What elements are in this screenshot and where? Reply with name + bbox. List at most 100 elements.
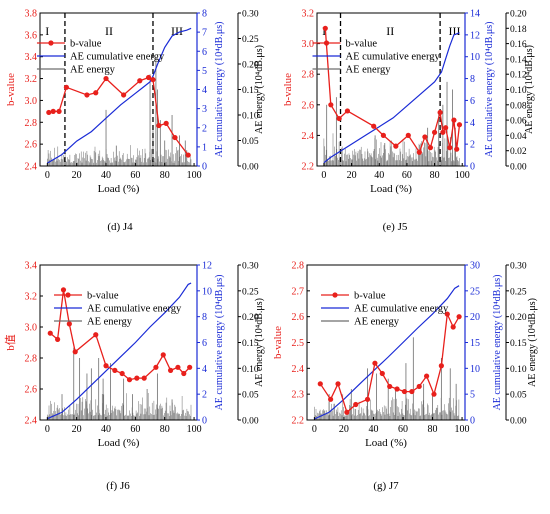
- y3-tick-label: 0.30: [242, 10, 259, 20]
- y2-tick-label: 3: [202, 104, 207, 115]
- panel-caption: (e) J5: [383, 221, 408, 233]
- y2-axis-label: AE cumulative energy (10⁴dB.μs): [484, 22, 495, 158]
- y-tick-label: 2.4: [292, 364, 305, 375]
- legend-marker-bvalue: [48, 40, 54, 46]
- y-tick-label: 3.2: [25, 74, 38, 85]
- y3-axis-label: AE energy (10⁴dB.μs): [527, 298, 538, 387]
- legend-label: AE energy: [346, 65, 392, 76]
- y-tick-label: 2.8: [292, 261, 305, 272]
- b-value-point: [93, 332, 99, 338]
- legend-label: AE energy: [70, 65, 116, 76]
- b-value-point: [447, 145, 453, 151]
- stage-label: I: [45, 24, 49, 38]
- b-value-point: [156, 122, 162, 129]
- y2-tick-label: 2: [202, 123, 207, 134]
- y-axis-label: b值: [4, 334, 17, 351]
- y3-tick-label: 0.30: [510, 262, 527, 272]
- y2-tick-label: 14: [470, 9, 480, 20]
- y2-tick-label: 2: [202, 390, 207, 401]
- b-value-point: [444, 311, 450, 317]
- y-tick-label: 2.6: [25, 385, 38, 396]
- b-value-point: [451, 117, 457, 123]
- stage-label: I: [322, 24, 326, 38]
- b-value-point: [150, 77, 156, 83]
- y-tick-label: 3.8: [25, 9, 38, 20]
- legend-label: b-value: [346, 39, 378, 50]
- b-value-point: [172, 134, 178, 141]
- y-tick-label: 2.7: [292, 286, 305, 297]
- y-tick-label: 2.4: [302, 131, 315, 142]
- y2-axis-label: AE cumulative energy (10⁴dB.μs): [214, 22, 225, 158]
- b-value-point: [353, 401, 359, 408]
- b-value-point: [328, 102, 334, 108]
- b-value-point: [431, 391, 437, 397]
- b-value-point: [134, 375, 140, 381]
- y3-tick-label: 0.12: [510, 71, 527, 81]
- legend-label: AE cumulative energy: [346, 52, 441, 63]
- ae-cumulative-line: [323, 32, 460, 164]
- y2-tick-label: 5: [470, 390, 475, 401]
- x-tick-label: 60: [402, 170, 412, 181]
- b-value-point: [145, 74, 152, 81]
- y2-tick-label: 4: [202, 85, 207, 96]
- x-tick-label: 60: [130, 170, 140, 181]
- y3-tick-label: 0.00: [242, 417, 259, 427]
- y-tick-label: 3.0: [25, 323, 38, 334]
- b-value-point: [344, 409, 350, 415]
- y3-tick-label: 0.10: [242, 365, 259, 375]
- b-value-point: [422, 134, 428, 140]
- y3-tick-label: 0.20: [510, 10, 527, 20]
- y2-tick-label: 7: [202, 28, 207, 39]
- x-tick-label: 40: [368, 424, 378, 435]
- y3-tick-label: 0.30: [242, 262, 259, 272]
- b-value-point: [405, 132, 411, 138]
- x-tick-label: 0: [312, 424, 317, 435]
- x-tick-label: 100: [455, 424, 470, 435]
- b-value-point: [437, 109, 443, 116]
- y-tick-label: 2.4: [25, 162, 38, 173]
- b-value-point: [409, 388, 415, 395]
- y-tick-label: 2.4: [25, 416, 38, 427]
- y2-tick-label: 25: [470, 286, 480, 297]
- b-value-point: [450, 324, 456, 330]
- y3-tick-label: 0.00: [510, 163, 527, 173]
- y3-tick-label: 0.02: [510, 147, 527, 157]
- x-tick-label: 60: [130, 424, 140, 435]
- y2-tick-label: 10: [470, 364, 480, 375]
- y3-tick-label: 0.15: [510, 339, 527, 349]
- y-axis-label: b-value: [5, 73, 17, 106]
- y-tick-label: 2.6: [302, 100, 315, 111]
- b-value-point: [380, 132, 386, 138]
- b-value-point: [438, 363, 444, 369]
- panel-caption: (d) J4: [107, 221, 133, 233]
- b-value-point: [47, 330, 53, 336]
- x-tick-label: 100: [455, 170, 470, 181]
- ae-cumulative-line: [46, 27, 192, 164]
- legend-marker-bvalue: [323, 40, 330, 46]
- y2-tick-label: 2: [470, 140, 475, 151]
- y3-axis-label: AE energy (10⁴dB.μs): [524, 45, 535, 134]
- legend-label: AE energy: [354, 317, 400, 328]
- b-value-line: [48, 76, 189, 156]
- x-axis-label: Load (%): [98, 437, 140, 449]
- stage-label: II: [105, 24, 113, 38]
- y2-tick-label: 1: [202, 142, 207, 153]
- x-axis-label: Load (%): [370, 183, 412, 195]
- y3-tick-label: 0.20: [510, 313, 527, 323]
- legend-label: b-value: [87, 291, 119, 302]
- ae-cumulative-line: [47, 282, 192, 420]
- y-tick-label: 3.2: [302, 9, 315, 20]
- y3-axis-label: AE energy (10⁴dB.μs): [254, 45, 265, 134]
- b-value-point: [393, 143, 399, 149]
- y-tick-label: 2.8: [25, 118, 38, 129]
- b-value-point: [112, 367, 118, 373]
- y-tick-label: 2.3: [292, 390, 305, 401]
- b-value-line: [319, 311, 460, 414]
- b-value-point: [401, 388, 408, 395]
- y-tick-label: 2.8: [25, 354, 38, 365]
- y2-tick-label: 10: [202, 286, 212, 297]
- b-value-point: [427, 145, 434, 151]
- b-value-point: [416, 149, 422, 155]
- y2-tick-label: 6: [202, 47, 207, 58]
